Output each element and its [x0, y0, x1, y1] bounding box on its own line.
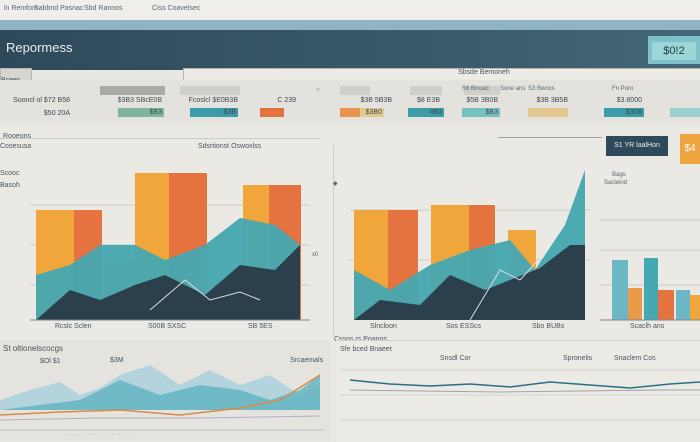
line: [349, 389, 700, 393]
cell-light: [180, 86, 240, 95]
chart3-badge: $4: [680, 134, 700, 164]
tag-2: Sone ans: [500, 86, 526, 92]
line: [0, 415, 321, 421]
cell-light-2: [340, 86, 370, 95]
tab-1[interactable]: ln Remfom: [4, 5, 38, 12]
area: [0, 375, 320, 410]
cell-r2-orange2: [340, 108, 360, 117]
page-title: Repormess: [6, 40, 73, 55]
chart1-y-label-top: Cosesusa: [0, 143, 32, 150]
x-label-3: SB 5ES: [248, 323, 273, 330]
br-title: Sfe bced Bnaeet: [340, 346, 392, 353]
bl-title: St oltionelscocgs: [3, 344, 64, 353]
divider: [333, 145, 334, 335]
tab-4[interactable]: Ciss Coavelsec: [152, 5, 201, 12]
br-l3: Snaclem Cos: [614, 355, 656, 362]
bl-l1: $Ol $1: [40, 358, 61, 365]
cell-r1-7: $5B 3B0B: [466, 97, 498, 104]
cell-r2-4: $3B0: [360, 108, 384, 117]
cell-r1-6: $8 E3B: [417, 97, 440, 104]
chart2-caption: Cssgs rs Poanos: [334, 336, 387, 343]
line: [349, 379, 700, 389]
mark: ◆: [333, 181, 338, 187]
area: [354, 245, 585, 320]
chart1-ylabel: Scooc: [0, 170, 20, 177]
chart1-title: Rooeons: [3, 133, 32, 140]
cell-r2-bar: [528, 108, 568, 117]
x2-label-2: Sos ESScs: [446, 323, 482, 330]
chart3-line: [498, 137, 602, 138]
tab-2[interactable]: Sabbnd Pasnac: [34, 5, 84, 12]
grid: [0, 138, 320, 139]
cell-r2-5: 4B3: [408, 108, 444, 117]
cell-r2-6: $B3: [462, 108, 500, 117]
tab-3[interactable]: Sbd Rannos: [84, 5, 123, 12]
cell-r2-3: $3B: [190, 108, 238, 117]
chart1: [30, 173, 310, 321]
x-note: x0: [312, 252, 319, 258]
x3-label: Scaclh ans: [630, 323, 665, 330]
cell-light-3: [410, 86, 442, 95]
tag-3: S6 Bncaic: [462, 86, 490, 92]
bar: [658, 290, 674, 320]
cell-r1-2: $3B3 SBcE0B: [117, 97, 162, 104]
bl-l3: Srcaemals: [290, 357, 324, 364]
cell-r1-4: C 239: [277, 97, 296, 104]
cell-r1-1: Sooncl ol $72 B58: [13, 97, 70, 104]
cell-r1-8: $3B 3B5B: [536, 97, 568, 104]
cell-light-4: [464, 86, 500, 95]
cell-grey: [100, 86, 165, 95]
cell-r2-1: $50 20A: [43, 110, 70, 117]
x2-label-3: Sbo BUBs: [532, 323, 565, 330]
cell-r1-5: $3B 5B3B: [360, 97, 392, 104]
cell-r2-7: $30B: [604, 108, 644, 117]
bottom-left-chart: [0, 365, 325, 431]
cell-r2-orange: [260, 108, 284, 117]
chart1-y2: Basoh: [0, 182, 20, 189]
bar: [612, 260, 628, 320]
tag-4: S3 Bwncs: [528, 86, 555, 92]
cell-r1-3: Fcoslcl $E0B3B: [188, 97, 238, 104]
area: [36, 245, 300, 320]
legend-2: Saclelnd: [604, 180, 628, 186]
br-l1: Snsdl Cor: [440, 355, 471, 362]
chart3: [600, 219, 700, 321]
chart2: [350, 170, 590, 321]
bl-ticks: · · · · · · · · · · · · · · · · · · · · …: [60, 432, 136, 438]
line: [469, 257, 541, 321]
br-l2: Spronelis: [563, 355, 593, 362]
bar: [676, 290, 690, 320]
cell-r2-end: [670, 108, 700, 117]
header: [0, 30, 700, 70]
x-label-1: Rcslc Sclen: [55, 323, 92, 330]
bottom-right-chart: [340, 369, 700, 421]
chart1-subtitle: Sdsrtionst Oswoxlss: [198, 143, 262, 150]
line: [0, 374, 321, 416]
bar: [644, 258, 658, 320]
tag-5: Fn Poro: [612, 86, 634, 92]
bar: [690, 295, 700, 320]
tag-1: ○: [316, 87, 320, 93]
chart3-label: S1 YR laalHon: [606, 136, 668, 156]
cell-r1-9: $3.8000: [616, 97, 642, 104]
bl-l2: $3M: [110, 357, 124, 364]
legend-1: Bags: [612, 172, 626, 178]
bar: [628, 288, 642, 320]
header-badge: $0!2: [648, 36, 700, 64]
table-label-right: Sbsde Bemoneh: [458, 69, 510, 76]
cell-r2-2: $B3: [118, 108, 164, 117]
x-label-2: S00B SXSC: [148, 323, 187, 330]
x2-label-1: Slncloon: [370, 323, 397, 330]
header-strip: [0, 20, 700, 30]
line: [149, 279, 261, 311]
